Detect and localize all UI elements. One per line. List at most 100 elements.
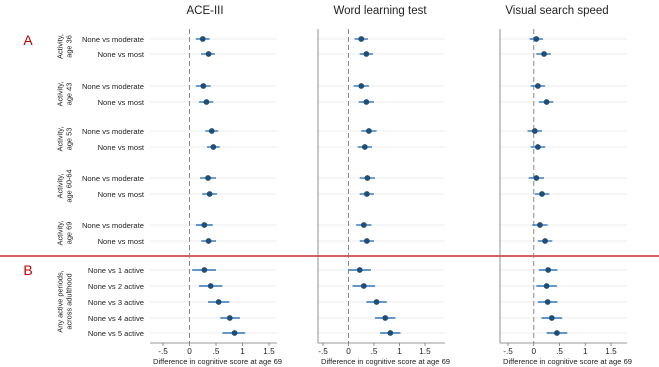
- section-letter-b: B: [23, 262, 32, 278]
- point-estimate: [205, 238, 212, 244]
- point-estimate: [201, 222, 208, 228]
- x-tick-label: .5: [371, 347, 378, 356]
- point-estimate: [207, 283, 214, 289]
- group-label-line: age 60-64: [65, 169, 74, 202]
- x-axis-label: Difference in cognitive score at age 69: [321, 357, 450, 366]
- group-label-0-3: Activity, age 60-64: [56, 169, 74, 202]
- panel-title: Visual search speed: [505, 5, 608, 17]
- x-tick-label: -.5: [158, 347, 168, 356]
- group-label-0-0: Activity, age 36: [56, 34, 74, 59]
- point-estimate: [360, 222, 367, 228]
- x-tick-label: 1.5: [263, 347, 275, 356]
- point-estimate: [360, 283, 367, 289]
- point-estimate: [534, 144, 541, 150]
- group-label-line: age 53: [65, 128, 74, 151]
- group-label-line: age 36: [65, 35, 74, 58]
- point-estimate: [205, 51, 212, 57]
- x-tick-label: 0: [346, 347, 351, 356]
- point-estimate: [231, 330, 238, 336]
- row-label: None vs moderate: [82, 127, 144, 136]
- panel-title: ACE-III: [186, 5, 223, 17]
- point-estimate: [361, 144, 368, 150]
- group-label-line: age 69: [65, 222, 74, 245]
- row-label: None vs moderate: [82, 35, 144, 44]
- point-estimate: [199, 36, 206, 42]
- row-label: None vs most: [98, 143, 145, 152]
- row-label: None vs 3 active: [88, 298, 144, 307]
- point-estimate: [544, 299, 551, 305]
- point-estimate: [208, 128, 215, 134]
- x-tick-label: 1: [240, 347, 245, 356]
- row-label: None vs 5 active: [88, 329, 144, 338]
- x-tick-label: -.5: [318, 347, 328, 356]
- row-label: None vs most: [98, 50, 145, 59]
- point-estimate: [537, 222, 543, 228]
- point-estimate: [539, 191, 545, 197]
- point-estimate: [226, 315, 233, 321]
- point-estimate: [548, 315, 555, 321]
- x-tick-label: -.5: [503, 347, 513, 356]
- x-tick-label: 1: [397, 347, 402, 356]
- group-label-line: Activity,: [56, 82, 65, 107]
- point-estimate: [534, 83, 541, 89]
- x-tick-label: 0: [531, 347, 536, 356]
- group-label-line: Any active periods,: [56, 270, 65, 332]
- group-label-0-4: Activity, age 69: [56, 221, 74, 246]
- row-label: None vs moderate: [82, 221, 144, 230]
- point-estimate: [366, 128, 372, 134]
- point-estimate: [205, 175, 211, 181]
- x-axis-label: Difference in cognitive score at age 69: [503, 357, 632, 366]
- row-label: None vs moderate: [82, 82, 144, 91]
- point-estimate: [363, 238, 370, 244]
- x-axis-label: Difference in cognitive score at age 69: [153, 357, 282, 366]
- group-label-0-2: Activity, age 53: [56, 127, 74, 152]
- point-estimate: [543, 99, 550, 105]
- point-estimate: [210, 144, 217, 150]
- group-label-1-0: Any active periods, across adulthood: [56, 270, 74, 332]
- point-estimate: [533, 36, 540, 42]
- point-estimate: [206, 191, 213, 197]
- group-label-0-1: Activity, age 43: [56, 82, 74, 107]
- row-label: None vs 1 active: [88, 266, 144, 275]
- row-label: None vs most: [98, 190, 145, 199]
- row-label: None vs most: [98, 237, 145, 246]
- row-label: None vs moderate: [82, 174, 144, 183]
- point-estimate: [554, 330, 560, 336]
- point-estimate: [531, 128, 538, 134]
- group-label-line: Activity,: [56, 34, 65, 59]
- point-estimate: [356, 267, 363, 273]
- point-estimate: [203, 99, 210, 105]
- point-estimate: [363, 191, 370, 197]
- row-label: None vs 2 active: [88, 282, 144, 291]
- point-estimate: [542, 238, 548, 244]
- point-estimate: [543, 283, 550, 289]
- group-label-line: Activity,: [56, 221, 65, 246]
- point-estimate: [541, 51, 547, 57]
- point-estimate: [382, 315, 389, 321]
- point-estimate: [373, 299, 380, 305]
- x-tick-label: 1.5: [419, 347, 431, 356]
- point-estimate: [358, 83, 365, 89]
- x-tick-label: 1: [583, 347, 588, 356]
- point-estimate: [545, 267, 552, 273]
- point-estimate: [200, 83, 207, 89]
- row-label: None vs 4 active: [88, 314, 144, 323]
- point-estimate: [364, 175, 371, 181]
- x-tick-label: 0: [187, 347, 192, 356]
- point-estimate: [215, 299, 222, 305]
- x-tick-label: 1.5: [605, 347, 617, 356]
- section-letter-a: A: [23, 32, 33, 48]
- group-label-line: across adulthood: [65, 273, 74, 329]
- point-estimate: [387, 330, 394, 336]
- point-estimate: [201, 267, 208, 273]
- group-label-line: Activity,: [56, 174, 65, 199]
- group-label-line: Activity,: [56, 127, 65, 152]
- group-label-line: age 43: [65, 83, 74, 106]
- point-estimate: [358, 36, 365, 42]
- x-tick-label: .5: [556, 347, 563, 356]
- x-tick-label: .5: [213, 347, 220, 356]
- point-estimate: [363, 99, 370, 105]
- row-label: None vs most: [98, 98, 145, 107]
- point-estimate: [363, 51, 370, 57]
